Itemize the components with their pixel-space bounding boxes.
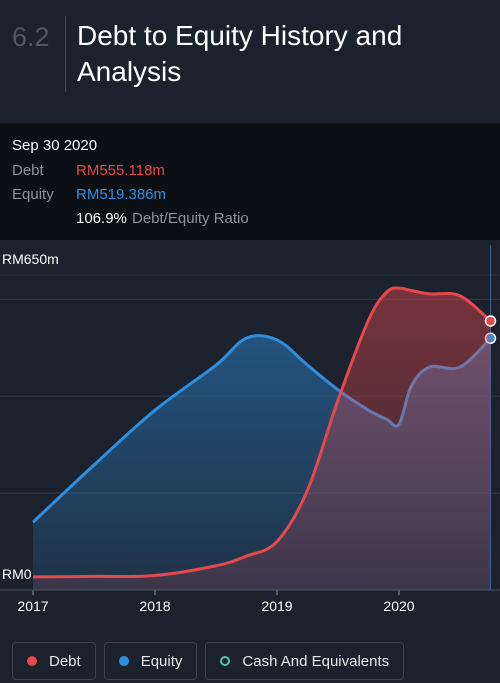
end-point — [484, 315, 497, 327]
tooltip-value: RM555.118m — [76, 162, 165, 179]
x-tick-label: 2020 — [383, 598, 414, 614]
tooltip-ratio: 106.9% — [76, 210, 127, 227]
legend-marker — [27, 656, 37, 666]
tooltip-label: Equity — [12, 186, 54, 203]
y-tick-label: RM0 — [2, 566, 32, 582]
legend-item[interactable]: Equity — [103, 642, 198, 680]
legend: Debt Equity Cash And Equivalents — [12, 642, 405, 680]
tooltip-date: Sep 30 2020 — [12, 137, 98, 154]
area — [33, 288, 491, 590]
tooltip-value: RM519.386m — [76, 186, 167, 203]
chart-title: Debt to Equity History and Analysis — [77, 20, 403, 87]
divider — [65, 16, 66, 92]
legend-label: Equity — [140, 652, 183, 670]
tooltip: Sep 30 2020 Debt RM555.118m Equity RM519… — [0, 123, 500, 240]
legend-label: Cash And Equivalents — [242, 652, 390, 670]
legend-label: Debt — [49, 652, 81, 670]
legend-marker — [118, 656, 129, 666]
x-tick-label: 2019 — [261, 598, 292, 614]
legend-marker — [220, 656, 231, 666]
tooltip-label: Debt — [12, 162, 44, 179]
legend-item[interactable]: Cash And Equivalents — [205, 642, 405, 680]
line — [32, 286, 492, 579]
y-tick-label: RM650m — [2, 251, 59, 267]
header: 6.2 Debt to Equity History and Analysis — [0, 0, 500, 100]
section-number: 6.2 — [12, 22, 50, 52]
x-tick-label: 2017 — [17, 598, 48, 614]
x-tick-label: 2018 — [139, 598, 170, 614]
legend-item[interactable]: Debt — [12, 642, 96, 680]
tooltip-ratio-label: Debt/Equity Ratio — [132, 210, 249, 227]
chart: RM0 RM650m 2017 2018 2019 2020 — [0, 245, 500, 614]
